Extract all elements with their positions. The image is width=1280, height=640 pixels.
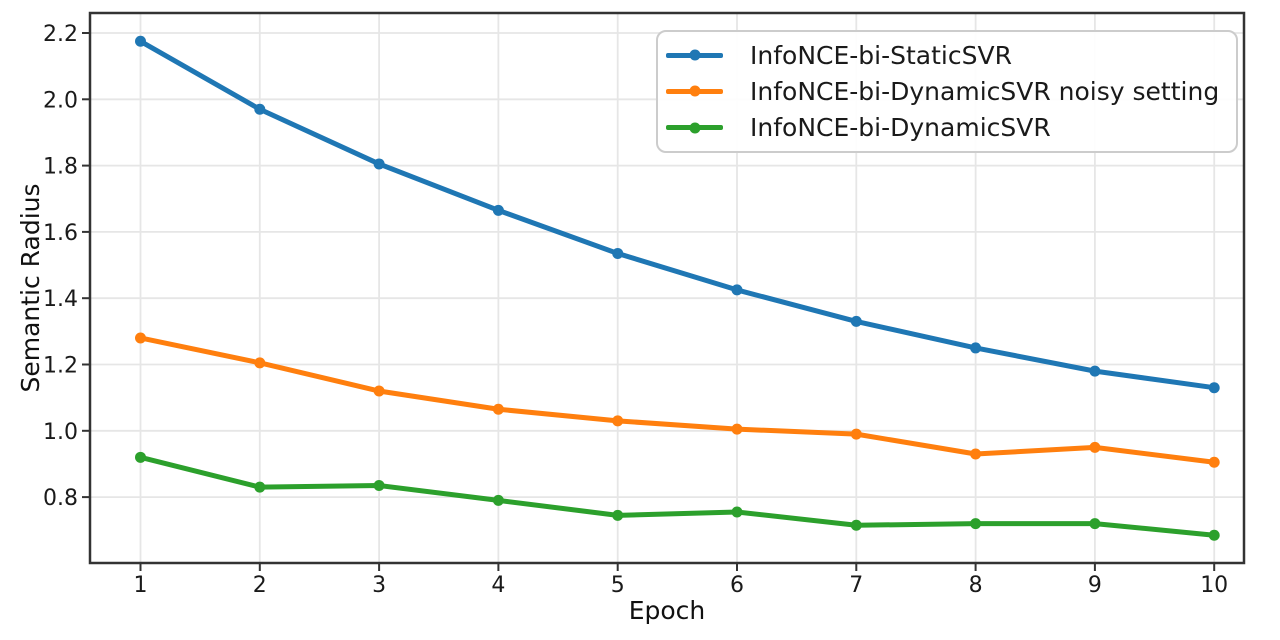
y-tick-label: 0.8 xyxy=(43,486,78,511)
data-point-epoch-7 xyxy=(850,519,862,531)
data-point-epoch-6 xyxy=(731,284,743,296)
axes: 1 2 3 4 5 6 7 8 9 10 2.2 2.0 1.8 1.6 1.4 1.2 1.0 0.8 xyxy=(43,22,1228,598)
data-point-epoch-10 xyxy=(1208,529,1220,541)
y-tick-label: 1.4 xyxy=(43,287,78,312)
legend-line-swatch xyxy=(666,122,723,134)
series-InfoNCE-bi-DynamicSVR xyxy=(135,451,1220,541)
legend-marker-dot xyxy=(689,122,700,134)
data-point-epoch-1 xyxy=(135,451,146,463)
y-tick-label: 1.2 xyxy=(43,354,78,379)
data-point-epoch-3 xyxy=(373,479,385,491)
data-point-epoch-2 xyxy=(254,357,266,369)
x-tick-label: 3 xyxy=(372,573,386,598)
y-tick-label: 1.8 xyxy=(43,155,78,180)
data-point-epoch-1 xyxy=(135,332,146,344)
series-InfoNCE-bi-DynamicSVR-noisy-setting xyxy=(135,332,1220,468)
data-point-epoch-3 xyxy=(373,385,385,397)
data-point-epoch-4 xyxy=(492,204,504,216)
legend: InfoNCE-bi-StaticSVR InfoNCE-bi-DynamicS… xyxy=(656,30,1238,153)
data-point-epoch-1 xyxy=(135,35,146,47)
series-line xyxy=(138,38,1217,391)
data-point-epoch-8 xyxy=(970,342,982,354)
x-tick-label: 10 xyxy=(1200,573,1228,598)
series-line xyxy=(138,454,1217,538)
x-tick-label: 4 xyxy=(491,573,505,598)
y-tick-label: 2.0 xyxy=(43,88,78,113)
y-tick-label: 2.2 xyxy=(43,22,78,47)
y-axis-title: Semantic Radius xyxy=(16,183,45,393)
data-point-epoch-8 xyxy=(970,518,982,530)
data-point-epoch-2 xyxy=(254,103,266,115)
data-point-epoch-9 xyxy=(1089,441,1101,453)
data-point-epoch-3 xyxy=(373,158,385,170)
plot-border xyxy=(88,11,1246,565)
legend-label: InfoNCE-bi-StaticSVR xyxy=(750,40,1012,70)
y-tick-label: 1.6 xyxy=(43,221,78,246)
data-point-epoch-7 xyxy=(850,428,862,440)
data-point-epoch-10 xyxy=(1208,456,1220,468)
x-tick-label: 8 xyxy=(969,573,983,598)
legend-label: InfoNCE-bi-DynamicSVR xyxy=(750,113,1051,143)
legend-line-swatch xyxy=(666,85,723,97)
legend-item: InfoNCE-bi-DynamicSVR xyxy=(666,110,1236,146)
data-point-epoch-10 xyxy=(1208,382,1220,394)
legend-marker-dot xyxy=(689,49,700,61)
data-point-epoch-9 xyxy=(1089,365,1101,377)
data-point-epoch-9 xyxy=(1089,518,1101,530)
series-line xyxy=(138,335,1217,465)
x-tick-label: 7 xyxy=(849,573,863,598)
legend-line-swatch xyxy=(666,49,723,61)
x-tick-label: 2 xyxy=(253,573,267,598)
data-point-epoch-6 xyxy=(731,506,743,518)
legend-marker-dot xyxy=(689,85,700,97)
legend-item: InfoNCE-bi-DynamicSVR noisy setting xyxy=(666,73,1236,109)
legend-label: InfoNCE-bi-DynamicSVR noisy setting xyxy=(750,76,1220,106)
data-point-epoch-4 xyxy=(492,403,504,415)
series-InfoNCE-bi-StaticSVR xyxy=(135,35,1220,394)
y-tick-label: 1.0 xyxy=(43,420,78,445)
x-axis-title: Epoch xyxy=(628,596,706,625)
data-point-epoch-6 xyxy=(731,423,743,435)
data-point-epoch-5 xyxy=(612,247,624,259)
x-tick-label: 1 xyxy=(134,573,148,598)
data-point-epoch-8 xyxy=(970,448,982,460)
x-tick-label: 9 xyxy=(1088,573,1102,598)
legend-item: InfoNCE-bi-StaticSVR xyxy=(666,37,1236,73)
data-point-epoch-7 xyxy=(850,315,862,327)
data-point-epoch-4 xyxy=(492,494,504,506)
x-tick-label: 5 xyxy=(611,573,625,598)
data-point-epoch-2 xyxy=(254,481,266,493)
data-point-epoch-5 xyxy=(612,415,624,427)
x-tick-label: 6 xyxy=(730,573,744,598)
data-point-epoch-5 xyxy=(612,509,624,521)
